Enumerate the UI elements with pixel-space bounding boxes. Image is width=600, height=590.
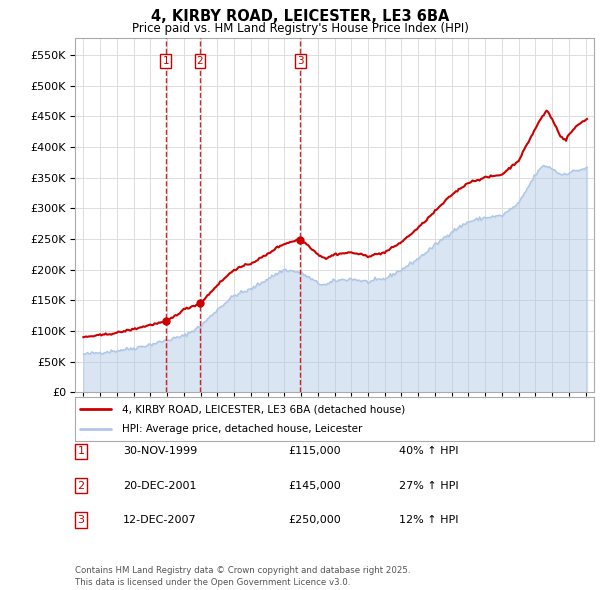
Text: HPI: Average price, detached house, Leicester: HPI: Average price, detached house, Leic… <box>122 424 362 434</box>
Text: 4, KIRBY ROAD, LEICESTER, LE3 6BA: 4, KIRBY ROAD, LEICESTER, LE3 6BA <box>151 9 449 24</box>
Text: £115,000: £115,000 <box>289 447 341 456</box>
Text: 3: 3 <box>297 56 304 66</box>
Text: 12% ↑ HPI: 12% ↑ HPI <box>399 515 458 525</box>
Text: £145,000: £145,000 <box>289 481 341 490</box>
Text: £250,000: £250,000 <box>289 515 341 525</box>
Text: 30-NOV-1999: 30-NOV-1999 <box>123 447 197 456</box>
Text: 12-DEC-2007: 12-DEC-2007 <box>123 515 197 525</box>
Text: 4, KIRBY ROAD, LEICESTER, LE3 6BA (detached house): 4, KIRBY ROAD, LEICESTER, LE3 6BA (detac… <box>122 404 405 414</box>
Text: 40% ↑ HPI: 40% ↑ HPI <box>399 447 458 456</box>
Text: 2: 2 <box>197 56 203 66</box>
Text: 20-DEC-2001: 20-DEC-2001 <box>123 481 197 490</box>
Text: Price paid vs. HM Land Registry's House Price Index (HPI): Price paid vs. HM Land Registry's House … <box>131 22 469 35</box>
Text: Contains HM Land Registry data © Crown copyright and database right 2025.
This d: Contains HM Land Registry data © Crown c… <box>75 566 410 587</box>
Text: 3: 3 <box>77 515 85 525</box>
Text: 27% ↑ HPI: 27% ↑ HPI <box>399 481 458 490</box>
Text: 2: 2 <box>77 481 85 490</box>
Text: 1: 1 <box>163 56 169 66</box>
Text: 1: 1 <box>77 447 85 456</box>
